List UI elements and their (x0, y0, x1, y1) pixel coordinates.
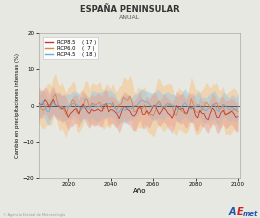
Text: ANUAL: ANUAL (119, 15, 141, 20)
Text: A: A (229, 207, 236, 217)
Text: ESPAÑA PENINSULAR: ESPAÑA PENINSULAR (80, 5, 180, 14)
Legend: RCP8.5    ( 17 ), RCP6.0    (  7 ), RCP4.5    ( 18 ): RCP8.5 ( 17 ), RCP6.0 ( 7 ), RCP4.5 ( 18… (43, 37, 98, 59)
Y-axis label: Cambio en precipitaciones intensas (%): Cambio en precipitaciones intensas (%) (15, 53, 20, 158)
Text: E: E (237, 207, 243, 217)
Text: met: met (243, 211, 258, 217)
X-axis label: Año: Año (133, 188, 146, 194)
Text: © Agencia Estatal de Meteorología: © Agencia Estatal de Meteorología (3, 213, 65, 217)
